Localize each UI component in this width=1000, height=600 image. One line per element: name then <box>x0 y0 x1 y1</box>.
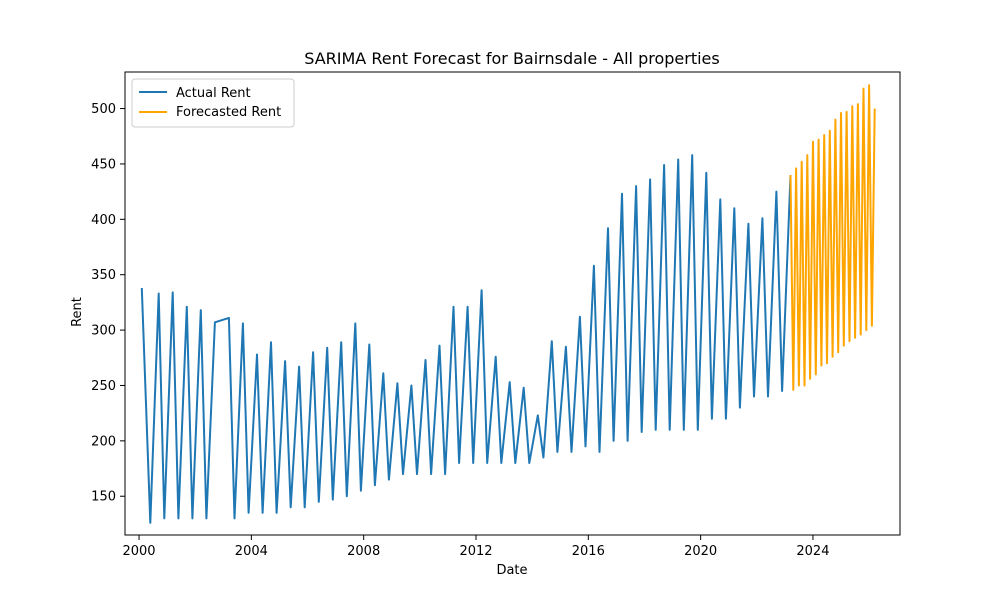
x-tick-label: 2000 <box>122 544 155 559</box>
x-tick-label: 2020 <box>684 544 717 559</box>
plot-lines <box>140 84 876 524</box>
x-tick-label: 2008 <box>347 544 380 559</box>
x-tick-label: 2004 <box>235 544 268 559</box>
legend-label-actual-rent: Actual Rent <box>176 86 251 101</box>
x-axis-ticks: 2000 2004 2008 2012 2016 2020 2024 <box>122 535 829 559</box>
x-tick-label: 2024 <box>796 544 829 559</box>
legend-label-forecasted-rent: Forecasted Rent <box>176 105 281 120</box>
chart-title: SARIMA Rent Forecast for Bairnsdale - Al… <box>304 49 719 68</box>
y-axis-ticks: 150 200 250 300 350 400 450 500 <box>91 102 125 505</box>
y-tick-label: 350 <box>91 268 116 283</box>
x-tick-label: 2012 <box>459 544 492 559</box>
y-tick-label: 400 <box>91 213 116 228</box>
y-tick-label: 150 <box>91 490 116 505</box>
series-line-actual-rent <box>140 154 792 524</box>
plot-area-frame <box>124 71 901 536</box>
series-line-forecasted-rent <box>789 84 876 391</box>
y-tick-label: 500 <box>91 102 116 117</box>
y-tick-label: 250 <box>91 379 116 394</box>
y-tick-label: 450 <box>91 157 116 172</box>
y-axis-label: Rent <box>70 297 85 327</box>
x-axis-label: Date <box>496 563 527 578</box>
legend-box <box>131 78 295 128</box>
legend: Actual Rent Forecasted Rent <box>131 78 295 128</box>
y-tick-label: 300 <box>91 324 116 339</box>
y-tick-label: 200 <box>91 434 116 449</box>
x-tick-label: 2016 <box>572 544 605 559</box>
